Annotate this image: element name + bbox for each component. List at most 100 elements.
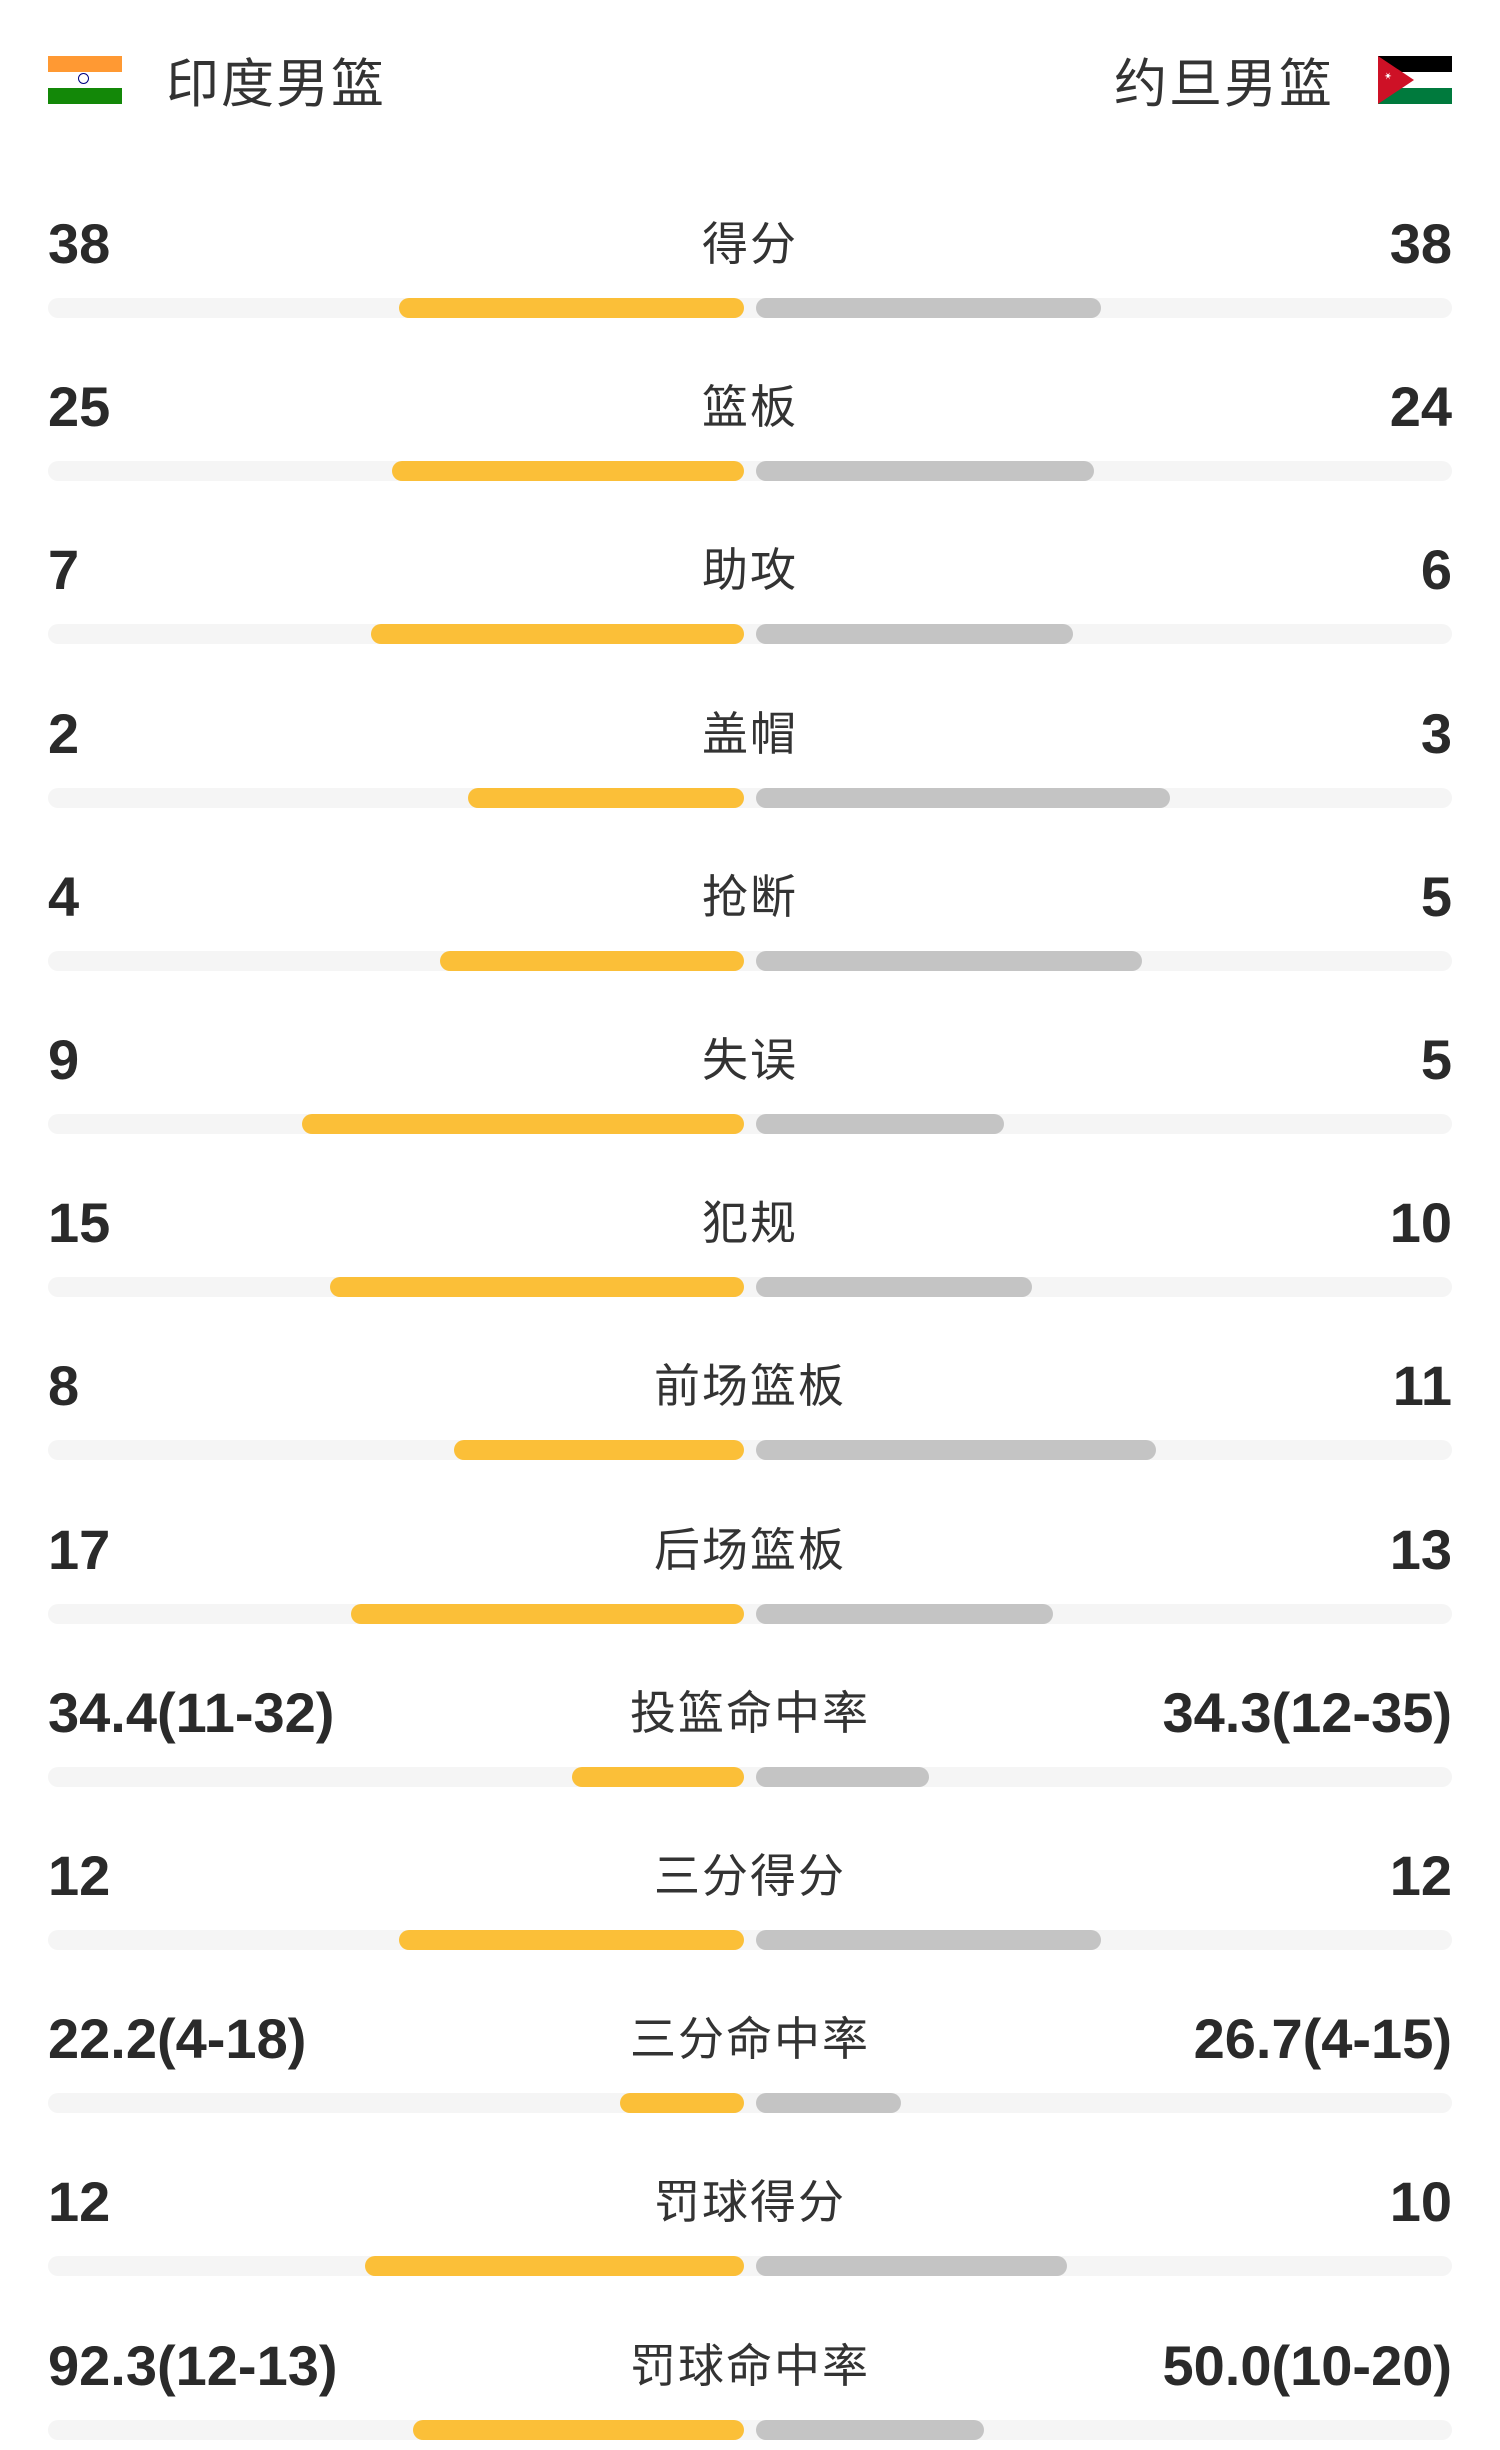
away-stat-bar <box>756 2093 901 2114</box>
away-stat-value: 6 <box>1420 538 1452 602</box>
home-stat-value: 25 <box>48 375 111 439</box>
home-stat-bar <box>302 1114 744 1134</box>
stat-label: 犯规 <box>702 1196 798 1251</box>
home-team[interactable]: 印度男篮 <box>48 36 386 124</box>
stat-bar-track <box>48 1114 1452 1134</box>
stat-row: 罚球得分 12 10 <box>48 2166 1452 2286</box>
stat-label: 得分 <box>702 217 798 271</box>
stat-row: 三分得分 12 12 <box>48 1840 1452 1960</box>
stat-label: 助攻 <box>702 543 798 598</box>
away-stat-bar <box>756 1277 1032 1298</box>
home-stat-bar <box>399 298 744 318</box>
stat-label: 罚球得分 <box>654 2175 846 2230</box>
home-stat-value: 2 <box>48 701 80 765</box>
away-stat-value: 24 <box>1389 375 1452 439</box>
home-stat-bar <box>619 2093 744 2114</box>
stat-row: 犯规 15 10 <box>48 1187 1452 1307</box>
stat-row: 投篮命中率 34.4(11-32) 34.3(12-35) <box>48 1677 1452 1797</box>
stat-bar-track <box>48 1440 1452 1461</box>
away-stat-bar <box>756 2256 1067 2277</box>
home-stat-value: 92.3(12-13) <box>48 2333 338 2397</box>
home-stat-value: 34.4(11-32) <box>48 1680 335 1744</box>
stat-row: 篮板 25 24 <box>48 371 1452 491</box>
stat-row: 得分 38 38 <box>48 208 1452 328</box>
stat-row: 盖帽 2 3 <box>48 698 1452 818</box>
home-stat-bar <box>440 950 744 971</box>
home-stat-bar <box>364 2256 744 2277</box>
home-stat-value: 15 <box>48 1191 111 1255</box>
away-stat-value: 3 <box>1420 701 1452 765</box>
away-team-name: 约旦男篮 <box>1114 54 1334 115</box>
stat-label: 三分命中率 <box>630 2012 870 2067</box>
stat-label: 盖帽 <box>702 706 798 761</box>
away-stat-bar <box>756 1766 929 1787</box>
home-stat-value: 12 <box>48 1844 111 1907</box>
stat-bar-track <box>48 1766 1452 1787</box>
away-stat-bar <box>756 461 1095 482</box>
stat-label: 罚球命中率 <box>630 2338 870 2393</box>
away-stat-value: 5 <box>1420 1028 1452 1091</box>
home-stat-value: 9 <box>48 1028 80 1091</box>
stat-bar-track <box>48 2419 1452 2440</box>
stat-bar-track <box>48 2093 1452 2114</box>
stat-label: 失误 <box>702 1033 798 1087</box>
stat-label: 前场篮板 <box>654 1359 846 1414</box>
home-stat-value: 22.2(4-18) <box>48 2007 307 2071</box>
away-stat-bar <box>756 1440 1157 1461</box>
home-team-name: 印度男篮 <box>166 54 386 115</box>
stat-row: 罚球命中率 92.3(12-13) 50.0(10-20) <box>48 2330 1452 2450</box>
stat-bar-track <box>48 950 1452 971</box>
home-stat-value: 4 <box>48 864 80 928</box>
stat-bar-track <box>48 1277 1452 1298</box>
stat-bar-track <box>48 2256 1452 2277</box>
team-header: 印度男篮 约旦男篮 <box>0 0 1500 160</box>
away-stat-bar <box>756 1930 1101 1950</box>
away-stat-bar <box>756 950 1143 971</box>
stat-row: 前场篮板 8 11 <box>48 1350 1452 1470</box>
away-stat-bar <box>756 2419 984 2440</box>
away-stat-bar <box>756 787 1170 808</box>
away-stat-value: 38 <box>1389 212 1452 275</box>
stat-row: 抢断 4 5 <box>48 861 1452 981</box>
home-stat-bar <box>454 1440 744 1461</box>
stat-row: 助攻 7 6 <box>48 534 1452 654</box>
home-stat-value: 38 <box>48 212 111 275</box>
away-stat-bar <box>756 624 1074 645</box>
stat-bar-track <box>48 1930 1452 1950</box>
away-stat-bar <box>756 1603 1053 1624</box>
stat-label: 三分得分 <box>654 1849 846 1903</box>
home-stat-bar <box>571 1766 744 1787</box>
stat-bar-track <box>48 787 1452 808</box>
jordan-flag-icon <box>1378 56 1452 104</box>
away-stat-value: 34.3(12-35) <box>1162 1680 1452 1744</box>
away-stat-bar <box>756 1114 1005 1134</box>
stat-bar-track <box>48 1603 1452 1624</box>
home-stat-value: 7 <box>48 538 80 602</box>
away-stat-value: 50.0(10-20) <box>1162 2333 1452 2397</box>
stat-bar-track <box>48 461 1452 482</box>
home-stat-bar <box>330 1277 744 1298</box>
away-stat-value: 10 <box>1389 1191 1452 1255</box>
away-stat-bar <box>756 298 1101 318</box>
stat-bar-track <box>48 298 1452 318</box>
stat-label: 篮板 <box>702 380 798 435</box>
home-stat-value: 8 <box>48 1354 80 1418</box>
home-stat-bar <box>350 1603 744 1624</box>
stat-label: 抢断 <box>702 869 798 924</box>
away-stat-value: 26.7(4-15) <box>1193 2007 1452 2071</box>
home-stat-bar <box>392 461 744 482</box>
home-stat-bar <box>468 787 744 808</box>
away-stat-value: 5 <box>1420 864 1452 928</box>
home-stat-value: 12 <box>48 2170 111 2234</box>
home-stat-bar <box>371 624 744 645</box>
away-stat-value: 12 <box>1389 1844 1452 1907</box>
stat-label: 后场篮板 <box>654 1522 846 1577</box>
away-stat-value: 13 <box>1389 1517 1452 1581</box>
away-stat-value: 11 <box>1392 1354 1452 1418</box>
away-team[interactable]: 约旦男篮 <box>1114 36 1452 124</box>
stat-row: 后场篮板 17 13 <box>48 1514 1452 1634</box>
india-flag-icon <box>48 56 122 104</box>
stat-row: 失误 9 5 <box>48 1024 1452 1144</box>
home-stat-bar <box>399 1930 744 1950</box>
away-stat-value: 10 <box>1389 2170 1452 2234</box>
